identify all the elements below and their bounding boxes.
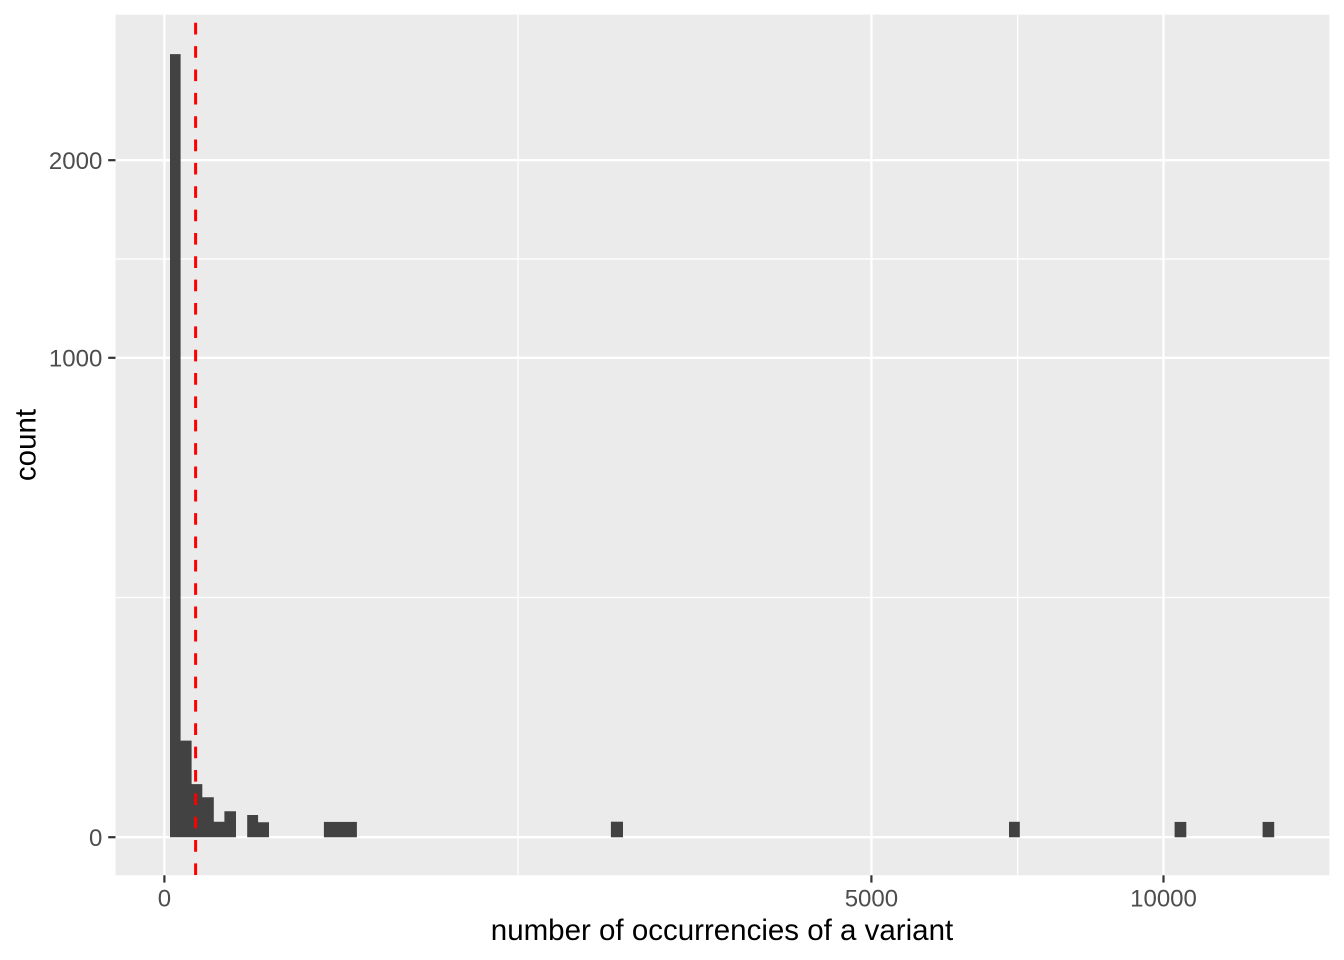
svg-text:10000: 10000 [1130,886,1197,913]
svg-text:5000: 5000 [845,886,898,913]
svg-text:count: count [10,409,43,481]
svg-text:1000: 1000 [49,346,102,373]
svg-text:0: 0 [158,886,171,913]
svg-text:0: 0 [89,825,102,852]
svg-text:2000: 2000 [49,148,102,175]
svg-text:number of occurrencies of a va: number of occurrencies of a variant [491,914,953,947]
